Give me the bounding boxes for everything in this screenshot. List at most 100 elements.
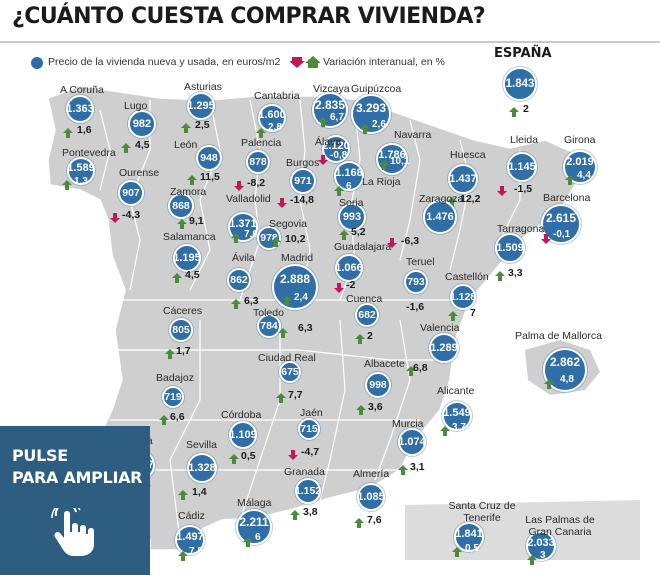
variation-value-castellon: 7	[470, 307, 476, 319]
province-label-cordoba: Córdoba	[221, 409, 262, 421]
up-arrow-icon	[282, 293, 292, 306]
up-arrow-icon	[354, 515, 364, 528]
province-label-teruel: Teruel	[406, 256, 435, 268]
variation-value-valencia: 6,8	[413, 362, 428, 374]
up-arrow-icon	[159, 412, 169, 425]
price-bubble-santa-cruz-de-tenerife: 1.841	[454, 522, 484, 552]
province-label-malaga: Málaga	[237, 497, 272, 509]
up-arrow-icon	[355, 331, 365, 344]
price-value: 2.211	[239, 515, 269, 530]
price-bubble-leon: 948	[196, 145, 222, 171]
province-label-almeria: Almería	[353, 468, 390, 480]
up-arrow-icon	[181, 120, 191, 133]
national-price-bubble: 1.843	[503, 67, 537, 101]
up-arrow-icon	[62, 177, 72, 190]
down-arrow-icon	[110, 210, 120, 223]
price-bubble-pontevedra: 1.589	[67, 157, 95, 185]
province-label-toledo: Toledo	[253, 307, 284, 319]
variation-value-segovia: 10,2	[285, 233, 306, 245]
price-value: 1.363	[66, 103, 94, 115]
price-value: 1.168	[335, 166, 363, 179]
province-label-navarra: Navarra	[394, 129, 432, 141]
variation-value-madrid: 2,4	[294, 292, 308, 303]
down-arrow-icon	[541, 231, 551, 244]
variation-value-huesca: 12,2	[460, 193, 481, 205]
price-bubble-alava: 2.120	[322, 135, 350, 163]
province-label-burgos: Burgos	[286, 157, 320, 169]
province-label-albacete: Albacete	[364, 358, 405, 370]
province-label-zamora: Zamora	[170, 186, 207, 198]
up-arrow-icon	[256, 125, 266, 138]
legend-variation-label: Variación interanual, en %	[323, 56, 445, 68]
up-arrow-icon	[339, 227, 349, 240]
province-label-vizcaya: Vizcaya	[313, 83, 350, 95]
variation-value-almeria: 7,6	[367, 514, 382, 526]
province-label-ciudad-real: Ciudad Real	[258, 352, 316, 364]
province-label-soria: Soria	[339, 197, 364, 209]
province-label-salamanca: Salamanca	[163, 231, 216, 243]
price-value: 1.589	[67, 162, 95, 175]
variation-value-badajoz: 6,6	[170, 411, 185, 423]
legend-price-dot-icon	[31, 57, 43, 69]
price-value: 998	[369, 379, 387, 391]
province-label-pontevedra: Pontevedra	[62, 147, 116, 159]
price-value: 1.600	[258, 109, 286, 122]
province-label-girona: Girona	[564, 134, 596, 146]
variation-value-la-rioja: 6	[346, 181, 352, 192]
variation-value-murcia: 3,1	[410, 461, 425, 473]
variation-value-valladolid: 7,6	[244, 229, 258, 240]
price-value: 1.289	[430, 342, 458, 354]
price-value: 971	[294, 175, 312, 187]
price-bubble-valencia: 1.289	[429, 333, 459, 363]
price-value: 1.109	[229, 429, 257, 441]
variation-value-cadiz: 7,5	[189, 546, 203, 557]
price-value: 1.066	[335, 262, 363, 274]
variation-value-salamanca: 4,5	[185, 269, 200, 281]
title-divider	[0, 41, 660, 43]
up-arrow-icon	[178, 487, 188, 500]
price-bubble-a-coruna: 1.363	[66, 95, 94, 123]
up-arrow-icon	[271, 234, 281, 247]
variation-value-santa-cruz-de-tenerife: 0,5	[465, 543, 479, 554]
province-label-zaragoza: Zaragoza	[419, 193, 464, 205]
price-value: 1.497	[176, 530, 204, 543]
price-bubble-murcia: 1.074	[398, 428, 426, 456]
up-arrow-icon	[495, 268, 505, 281]
up-arrow-icon	[398, 462, 408, 475]
price-bubble-malaga: 2.211	[236, 509, 272, 545]
price-value: 1.152	[294, 485, 322, 497]
price-value: 2.888	[279, 271, 311, 286]
variation-value-pontevedra: 1,3	[74, 176, 88, 187]
price-bubble-guadalajara: 1.066	[335, 254, 363, 282]
province-label-alicante: Alicante	[437, 385, 475, 397]
up-arrow-icon	[452, 544, 462, 557]
price-bubble-ciudad-real: 675	[279, 361, 301, 383]
variation-value-caceres: 1,7	[176, 345, 191, 357]
price-value: 868	[172, 200, 190, 212]
price-bubble-asturias: 1.295	[187, 92, 215, 120]
price-value: 1.549	[443, 406, 471, 419]
province-label-palencia: Palencia	[241, 137, 282, 149]
price-bubble-ourense: 907	[118, 180, 144, 206]
up-arrow-icon	[527, 552, 537, 565]
legend-price-label: Precio de la vivienda nueva y usada, en …	[48, 56, 281, 68]
up-arrow-icon	[290, 507, 300, 520]
variation-value-asturias: 2,5	[195, 119, 210, 131]
up-arrow-icon	[509, 104, 519, 117]
up-arrow-icon	[177, 216, 187, 229]
down-arrow-icon	[387, 235, 397, 248]
price-value: 675	[281, 366, 299, 378]
variation-value-las-palmas-de-gran-canaria: 3	[540, 550, 546, 561]
variation-value-guadalajara: -2	[346, 279, 356, 291]
price-value: 1.085	[357, 491, 385, 503]
price-bubble-salamanca: 1.195	[173, 244, 201, 272]
price-bubble-cordoba: 1.109	[229, 421, 257, 449]
price-bubble-navarra: 1.786	[376, 143, 408, 175]
price-value: 2.862	[549, 355, 581, 370]
price-value: 948	[200, 152, 218, 164]
price-bubble-badajoz: 719	[162, 386, 184, 408]
province-label-las-palmas-de-gran-canaria: Las Palmas de Gran Canaria	[525, 514, 595, 538]
price-value: 3.293	[355, 100, 387, 115]
price-value: 682	[358, 309, 376, 321]
up-arrow-icon	[334, 183, 344, 196]
